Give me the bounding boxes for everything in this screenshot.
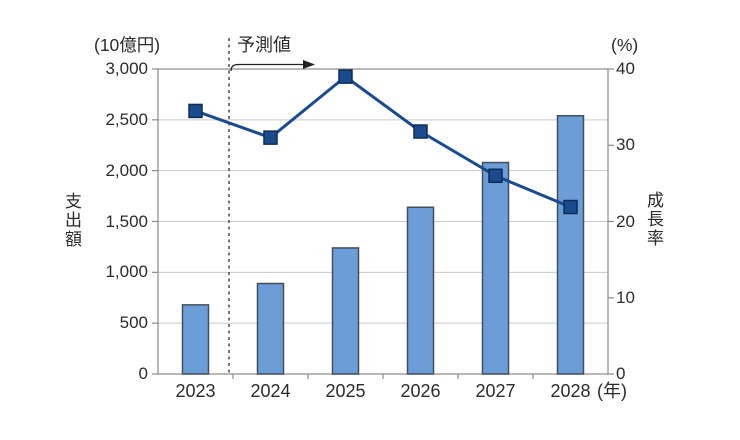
forecast-arrow-head (303, 60, 315, 69)
bar-2025 (331, 247, 360, 375)
growth-rate-line (194, 74, 572, 209)
forecast-arrow-line (230, 63, 303, 72)
marker-2023 (188, 103, 203, 119)
right-tick-label: 10 (616, 287, 635, 307)
x-category-label: 2026 (400, 381, 441, 401)
left-tick-label: 1,000 (105, 262, 148, 282)
marker-2026 (413, 124, 428, 139)
marker-2025 (338, 69, 353, 84)
marker-2024 (263, 130, 278, 145)
x-category-label: 2025 (325, 381, 366, 401)
bar-2023 (181, 304, 210, 375)
bar-2026 (406, 206, 435, 375)
bar-2024 (256, 282, 285, 375)
left-tick-label: 3,000 (105, 59, 148, 78)
left-tick-label: 1,500 (105, 211, 148, 231)
x-category-label: 2027 (475, 381, 516, 401)
bar-2028 (556, 115, 585, 375)
left-axis-unit: (10億円) (94, 35, 161, 55)
left-tick-label: 500 (119, 313, 148, 333)
right-tick-label: 30 (616, 135, 635, 155)
left-axis-title: 支出額 (62, 192, 81, 249)
x-axis-unit: (年) (597, 381, 627, 401)
marker-2027 (488, 168, 503, 183)
right-tick-label: 0 (616, 364, 626, 383)
x-category-label: 2028 (550, 381, 591, 401)
left-tick-label: 2,500 (105, 109, 148, 129)
left-tick-label: 2,000 (105, 160, 148, 180)
right-tick-label: 40 (616, 59, 635, 78)
forecast-annotation-label: 予測値 (237, 35, 291, 55)
right-tick-label: 20 (616, 211, 635, 231)
x-category-label: 2024 (250, 381, 291, 401)
x-category-label: 2023 (175, 381, 216, 401)
left-tick-label: 0 (138, 364, 148, 383)
marker-2028 (563, 199, 578, 215)
right-axis-title: 成長率 (644, 191, 663, 248)
bar-2027 (481, 161, 510, 375)
right-axis-unit: (%) (611, 35, 639, 55)
